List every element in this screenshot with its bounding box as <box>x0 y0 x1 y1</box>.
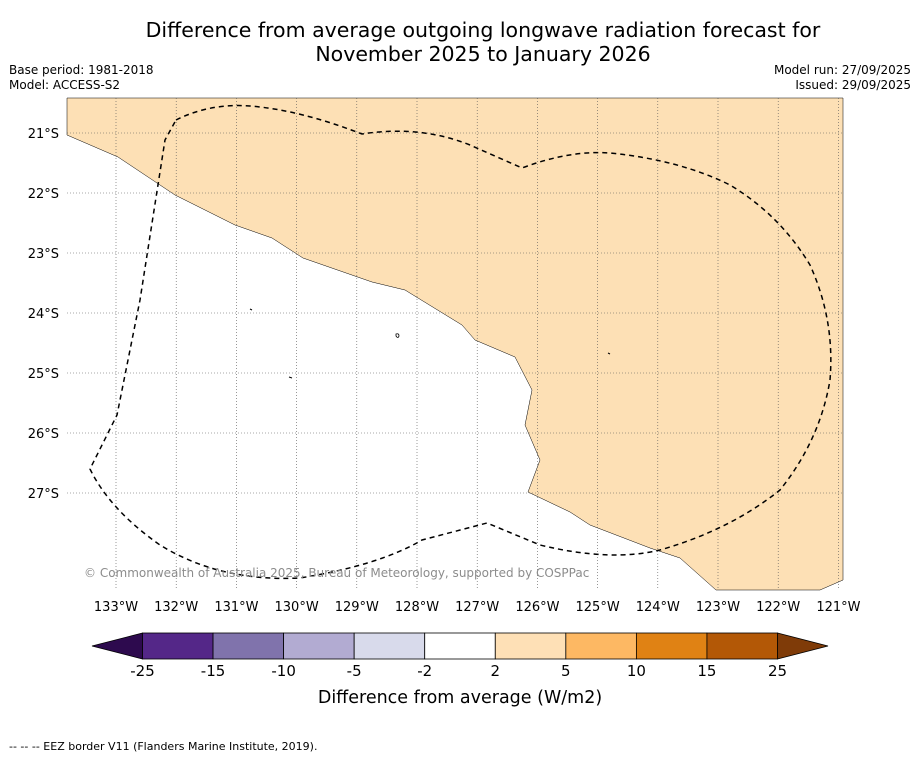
lon-label: 122°W <box>756 600 800 615</box>
colorbar-tick-label: 2 <box>491 662 501 680</box>
lat-label: 25°S <box>28 367 59 382</box>
lon-label: 127°W <box>455 600 499 615</box>
copyright-notice: © Commonwealth of Australia 2025, Bureau… <box>84 566 590 580</box>
lon-label: 129°W <box>335 600 379 615</box>
lon-label: 131°W <box>214 600 258 615</box>
lon-label: 125°W <box>576 600 620 615</box>
colorbar-tick-label: 15 <box>697 662 716 680</box>
title-line-1: Difference from average outgoing longwav… <box>145 18 821 42</box>
colorbar-segment <box>353 632 426 660</box>
lon-label: 132°W <box>154 600 198 615</box>
eez-footnote: -- -- -- EEZ border V11 (Flanders Marine… <box>9 740 318 753</box>
lat-label: 26°S <box>28 427 59 442</box>
island <box>395 333 400 338</box>
lon-label: 124°W <box>636 600 680 615</box>
island <box>249 308 253 311</box>
title-line-2: November 2025 to January 2026 <box>315 42 651 66</box>
colorbar-segment <box>283 632 355 660</box>
colorbar-tick-label: -10 <box>271 662 296 680</box>
colorbar-segment <box>494 632 567 660</box>
colorbar-segment <box>565 632 637 660</box>
lat-label: 21°S <box>28 127 59 142</box>
colorbar-segment <box>424 632 496 660</box>
lon-label: 126°W <box>515 600 559 615</box>
colorbar-extend-high <box>777 632 829 660</box>
colorbar-segment <box>706 632 778 660</box>
island <box>607 352 611 355</box>
model-name: Model: ACCESS-S2 <box>9 78 121 92</box>
colorbar: -25 -15 -10 -5 -2 2 5 10 15 25 <box>91 632 829 680</box>
lon-label: 123°W <box>696 600 740 615</box>
gridlines <box>67 98 843 590</box>
map-area: 21°S22°S23°S24°S25°S26°S27°S 133°W 132°W 1… <box>28 97 861 615</box>
colorbar-title: Difference from average (W/m2) <box>318 688 602 708</box>
anomaly-region-2-to-5 <box>66 97 844 591</box>
meta-right: Model run: 27/09/2025 Issued: 29/09/2025 <box>774 63 911 93</box>
lat-label: 24°S <box>28 307 59 322</box>
lon-label: 121°W <box>816 600 860 615</box>
eez-border <box>89 104 832 580</box>
colorbar-segment <box>212 632 285 660</box>
lon-label: 133°W <box>94 600 138 615</box>
lat-label: 22°S <box>28 187 59 202</box>
lon-label: 130°W <box>275 600 319 615</box>
colorbar-tick-label: -2 <box>417 662 432 680</box>
colorbar-tick-label: 10 <box>627 662 646 680</box>
meta-left: Base period: 1981-2018 Model: ACCESS-S2 <box>9 63 154 93</box>
base-period: Base period: 1981-2018 <box>9 63 154 77</box>
colorbar-segment <box>142 632 214 660</box>
colorbar-tick-label: -25 <box>130 662 155 680</box>
colorbar-tick-label: 25 <box>768 662 787 680</box>
colorbar-tick-label: 5 <box>561 662 571 680</box>
colorbar-segment <box>635 632 708 660</box>
colorbar-extend-low <box>91 632 143 660</box>
longitude-labels: 133°W 132°W 131°W 130°W 129°W 128°W 127°W 126°W… <box>94 600 861 615</box>
lat-label: 27°S <box>28 487 59 502</box>
latitude-labels: 21°S 22°S 23°S 24°S 25°S 26°S 27°S <box>28 127 59 502</box>
colorbar-tick-label: -5 <box>347 662 362 680</box>
colorbar-tick-label: -15 <box>201 662 226 680</box>
model-run: Model run: 27/09/2025 <box>773 63 911 77</box>
island <box>288 376 293 379</box>
lon-label: 128°W <box>395 600 439 615</box>
lat-label: 23°S <box>28 247 59 262</box>
issued-date: Issued: 29/09/2025 <box>795 78 911 92</box>
map-title: Difference from average outgoing longwav… <box>0 18 919 66</box>
